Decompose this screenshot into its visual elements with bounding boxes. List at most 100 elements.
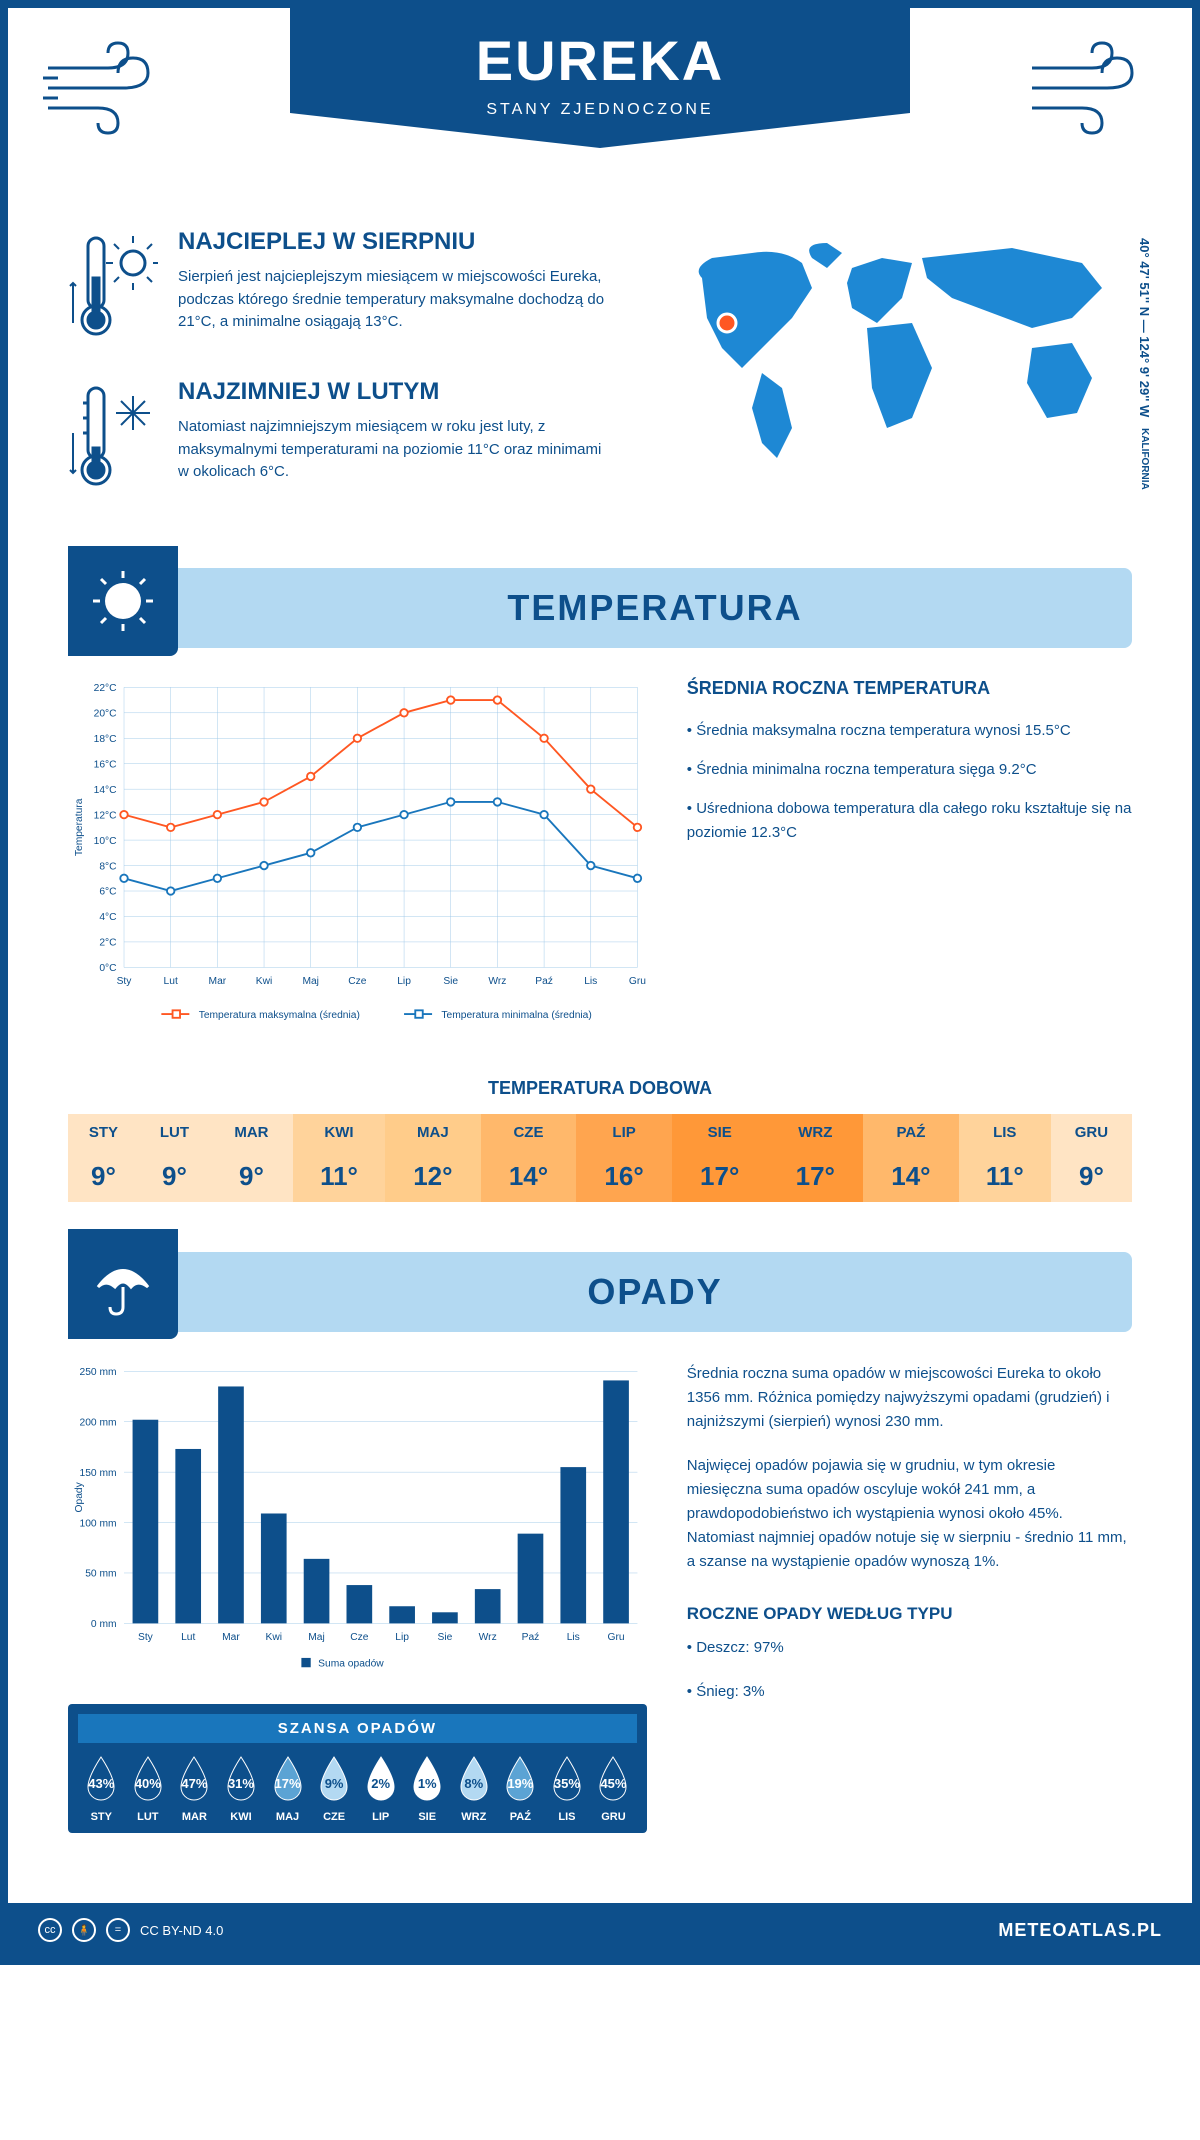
month-header: LIS	[959, 1114, 1051, 1151]
svg-text:Lut: Lut	[164, 976, 178, 987]
chance-drop: 45% GRU	[592, 1753, 634, 1823]
temp-info-point: • Uśredniona dobowa temperatura dla całe…	[687, 797, 1132, 845]
svg-text:12°C: 12°C	[94, 810, 118, 821]
daily-temp-title: TEMPERATURA DOBOWA	[68, 1078, 1132, 1099]
summary-column: NAJCIEPLEJ W SIERPNIU Sierpień jest najc…	[68, 228, 612, 528]
svg-text:0 mm: 0 mm	[91, 1619, 117, 1630]
svg-text:16°C: 16°C	[94, 759, 118, 770]
thermometer-hot-icon	[68, 228, 158, 348]
chance-drop: 40% LUT	[127, 1753, 169, 1823]
title-banner: EUREKA STANY ZJEDNOCZONE	[290, 8, 910, 148]
precip-type-item: • Deszcz: 97%	[687, 1636, 1132, 1660]
svg-text:6°C: 6°C	[99, 887, 117, 898]
precip-bar-chart: 0 mm50 mm100 mm150 mm200 mm250 mmStyLutM…	[68, 1362, 647, 1684]
svg-text:150 mm: 150 mm	[80, 1468, 117, 1479]
month-header: SIE	[672, 1114, 768, 1151]
chance-title: SZANSA OPADÓW	[78, 1714, 637, 1743]
month-header: MAJ	[385, 1114, 481, 1151]
month-header: KWI	[293, 1114, 385, 1151]
svg-text:2°C: 2°C	[99, 938, 117, 949]
cold-text: Natomiast najzimniejszym miesiącem w rok…	[178, 416, 612, 484]
month-header: LUT	[139, 1114, 210, 1151]
svg-text:22°C: 22°C	[94, 683, 118, 694]
daily-temp-value: 14°	[863, 1151, 959, 1202]
daily-temp-table: STYLUTMARKWIMAJCZELIPSIEWRZPAŹLISGRU 9°9…	[68, 1114, 1132, 1202]
daily-temp-value: 9°	[1051, 1151, 1132, 1202]
svg-text:Suma opadów: Suma opadów	[318, 1658, 384, 1669]
daily-temp-value: 17°	[768, 1151, 864, 1202]
header: EUREKA STANY ZJEDNOCZONE	[8, 8, 1192, 188]
temp-info-title: ŚREDNIA ROCZNA TEMPERATURA	[687, 678, 1132, 699]
svg-text:Maj: Maj	[302, 976, 319, 987]
svg-text:200 mm: 200 mm	[80, 1417, 117, 1428]
precip-type-item: • Śnieg: 3%	[687, 1680, 1132, 1704]
svg-text:Sie: Sie	[443, 976, 458, 987]
temp-info-point: • Średnia maksymalna roczna temperatura …	[687, 719, 1132, 743]
precip-section-header: OPADY	[68, 1252, 1132, 1332]
svg-text:Wrz: Wrz	[479, 1632, 497, 1643]
daily-temp-value: 9°	[139, 1151, 210, 1202]
daily-temp-value: 14°	[481, 1151, 577, 1202]
svg-text:Temperatura minimalna (średnia: Temperatura minimalna (średnia)	[441, 1010, 591, 1021]
svg-text:Lut: Lut	[181, 1632, 195, 1643]
daily-temp-value: 9°	[210, 1151, 293, 1202]
svg-text:18°C: 18°C	[94, 734, 118, 745]
coordinates: 40° 47' 51'' N — 124° 9' 29'' W KALIFORN…	[1137, 238, 1152, 490]
precip-info-panel: Średnia roczna suma opadów w miejscowośc…	[687, 1362, 1132, 1833]
month-header: STY	[68, 1114, 139, 1151]
svg-text:Temperatura maksymalna (średni: Temperatura maksymalna (średnia)	[199, 1010, 360, 1021]
daily-temp-value: 11°	[959, 1151, 1051, 1202]
svg-text:Gru: Gru	[629, 976, 646, 987]
month-header: MAR	[210, 1114, 293, 1151]
svg-text:Mar: Mar	[209, 976, 227, 987]
precip-text-2: Najwięcej opadów pojawia się w grudniu, …	[687, 1454, 1132, 1574]
daily-temp-value: 16°	[576, 1151, 672, 1202]
footer: cc 🧍 = CC BY-ND 4.0 METEOATLAS.PL	[8, 1903, 1192, 1957]
license-text: CC BY-ND 4.0	[140, 1923, 223, 1938]
warmest-summary: NAJCIEPLEJ W SIERPNIU Sierpień jest najc…	[68, 228, 612, 348]
svg-text:14°C: 14°C	[94, 785, 118, 796]
svg-text:Temperatura: Temperatura	[74, 798, 85, 856]
chance-drop: 1% SIE	[406, 1753, 448, 1823]
svg-text:Sie: Sie	[437, 1632, 452, 1643]
svg-text:Sty: Sty	[138, 1632, 154, 1643]
warm-title: NAJCIEPLEJ W SIERPNIU	[178, 228, 612, 256]
precip-text-1: Średnia roczna suma opadów w miejscowośc…	[687, 1362, 1132, 1434]
month-header: CZE	[481, 1114, 577, 1151]
wind-icon	[38, 38, 178, 138]
precip-section-title: OPADY	[178, 1271, 1132, 1313]
sun-icon	[88, 566, 158, 636]
svg-text:Wrz: Wrz	[488, 976, 506, 987]
month-header: GRU	[1051, 1114, 1132, 1151]
chance-drop: 8% WRZ	[453, 1753, 495, 1823]
chance-drop: 2% LIP	[360, 1753, 402, 1823]
chance-drop: 9% CZE	[313, 1753, 355, 1823]
svg-text:4°C: 4°C	[99, 912, 117, 923]
svg-text:Mar: Mar	[222, 1632, 240, 1643]
month-header: PAŹ	[863, 1114, 959, 1151]
daily-temp-value: 9°	[68, 1151, 139, 1202]
umbrella-icon	[88, 1249, 158, 1319]
cold-title: NAJZIMNIEJ W LUTYM	[178, 378, 612, 406]
svg-text:Lis: Lis	[584, 976, 597, 987]
svg-text:Lip: Lip	[395, 1632, 409, 1643]
month-header: LIP	[576, 1114, 672, 1151]
daily-temp-value: 17°	[672, 1151, 768, 1202]
svg-text:100 mm: 100 mm	[80, 1518, 117, 1529]
svg-text:8°C: 8°C	[99, 861, 117, 872]
temperature-line-chart: 0°C2°C4°C6°C8°C10°C12°C14°C16°C18°C20°C2…	[68, 678, 647, 1038]
precip-chance-panel: SZANSA OPADÓW 43% STY 40% LUT 47% MAR 31…	[68, 1704, 647, 1833]
chance-drop: 17% MAJ	[267, 1753, 309, 1823]
daily-temp-value: 12°	[385, 1151, 481, 1202]
svg-text:Opady: Opady	[74, 1481, 85, 1512]
svg-text:10°C: 10°C	[94, 836, 118, 847]
cc-icon: cc	[38, 1918, 62, 1942]
svg-text:0°C: 0°C	[99, 963, 117, 974]
temp-info-panel: ŚREDNIA ROCZNA TEMPERATURA • Średnia mak…	[687, 678, 1132, 1038]
chance-drop: 35% LIS	[546, 1753, 588, 1823]
daily-temp-value: 11°	[293, 1151, 385, 1202]
svg-text:Cze: Cze	[350, 1632, 369, 1643]
svg-text:Paź: Paź	[535, 976, 553, 987]
svg-text:Lip: Lip	[397, 976, 411, 987]
city-title: EUREKA	[290, 28, 910, 93]
